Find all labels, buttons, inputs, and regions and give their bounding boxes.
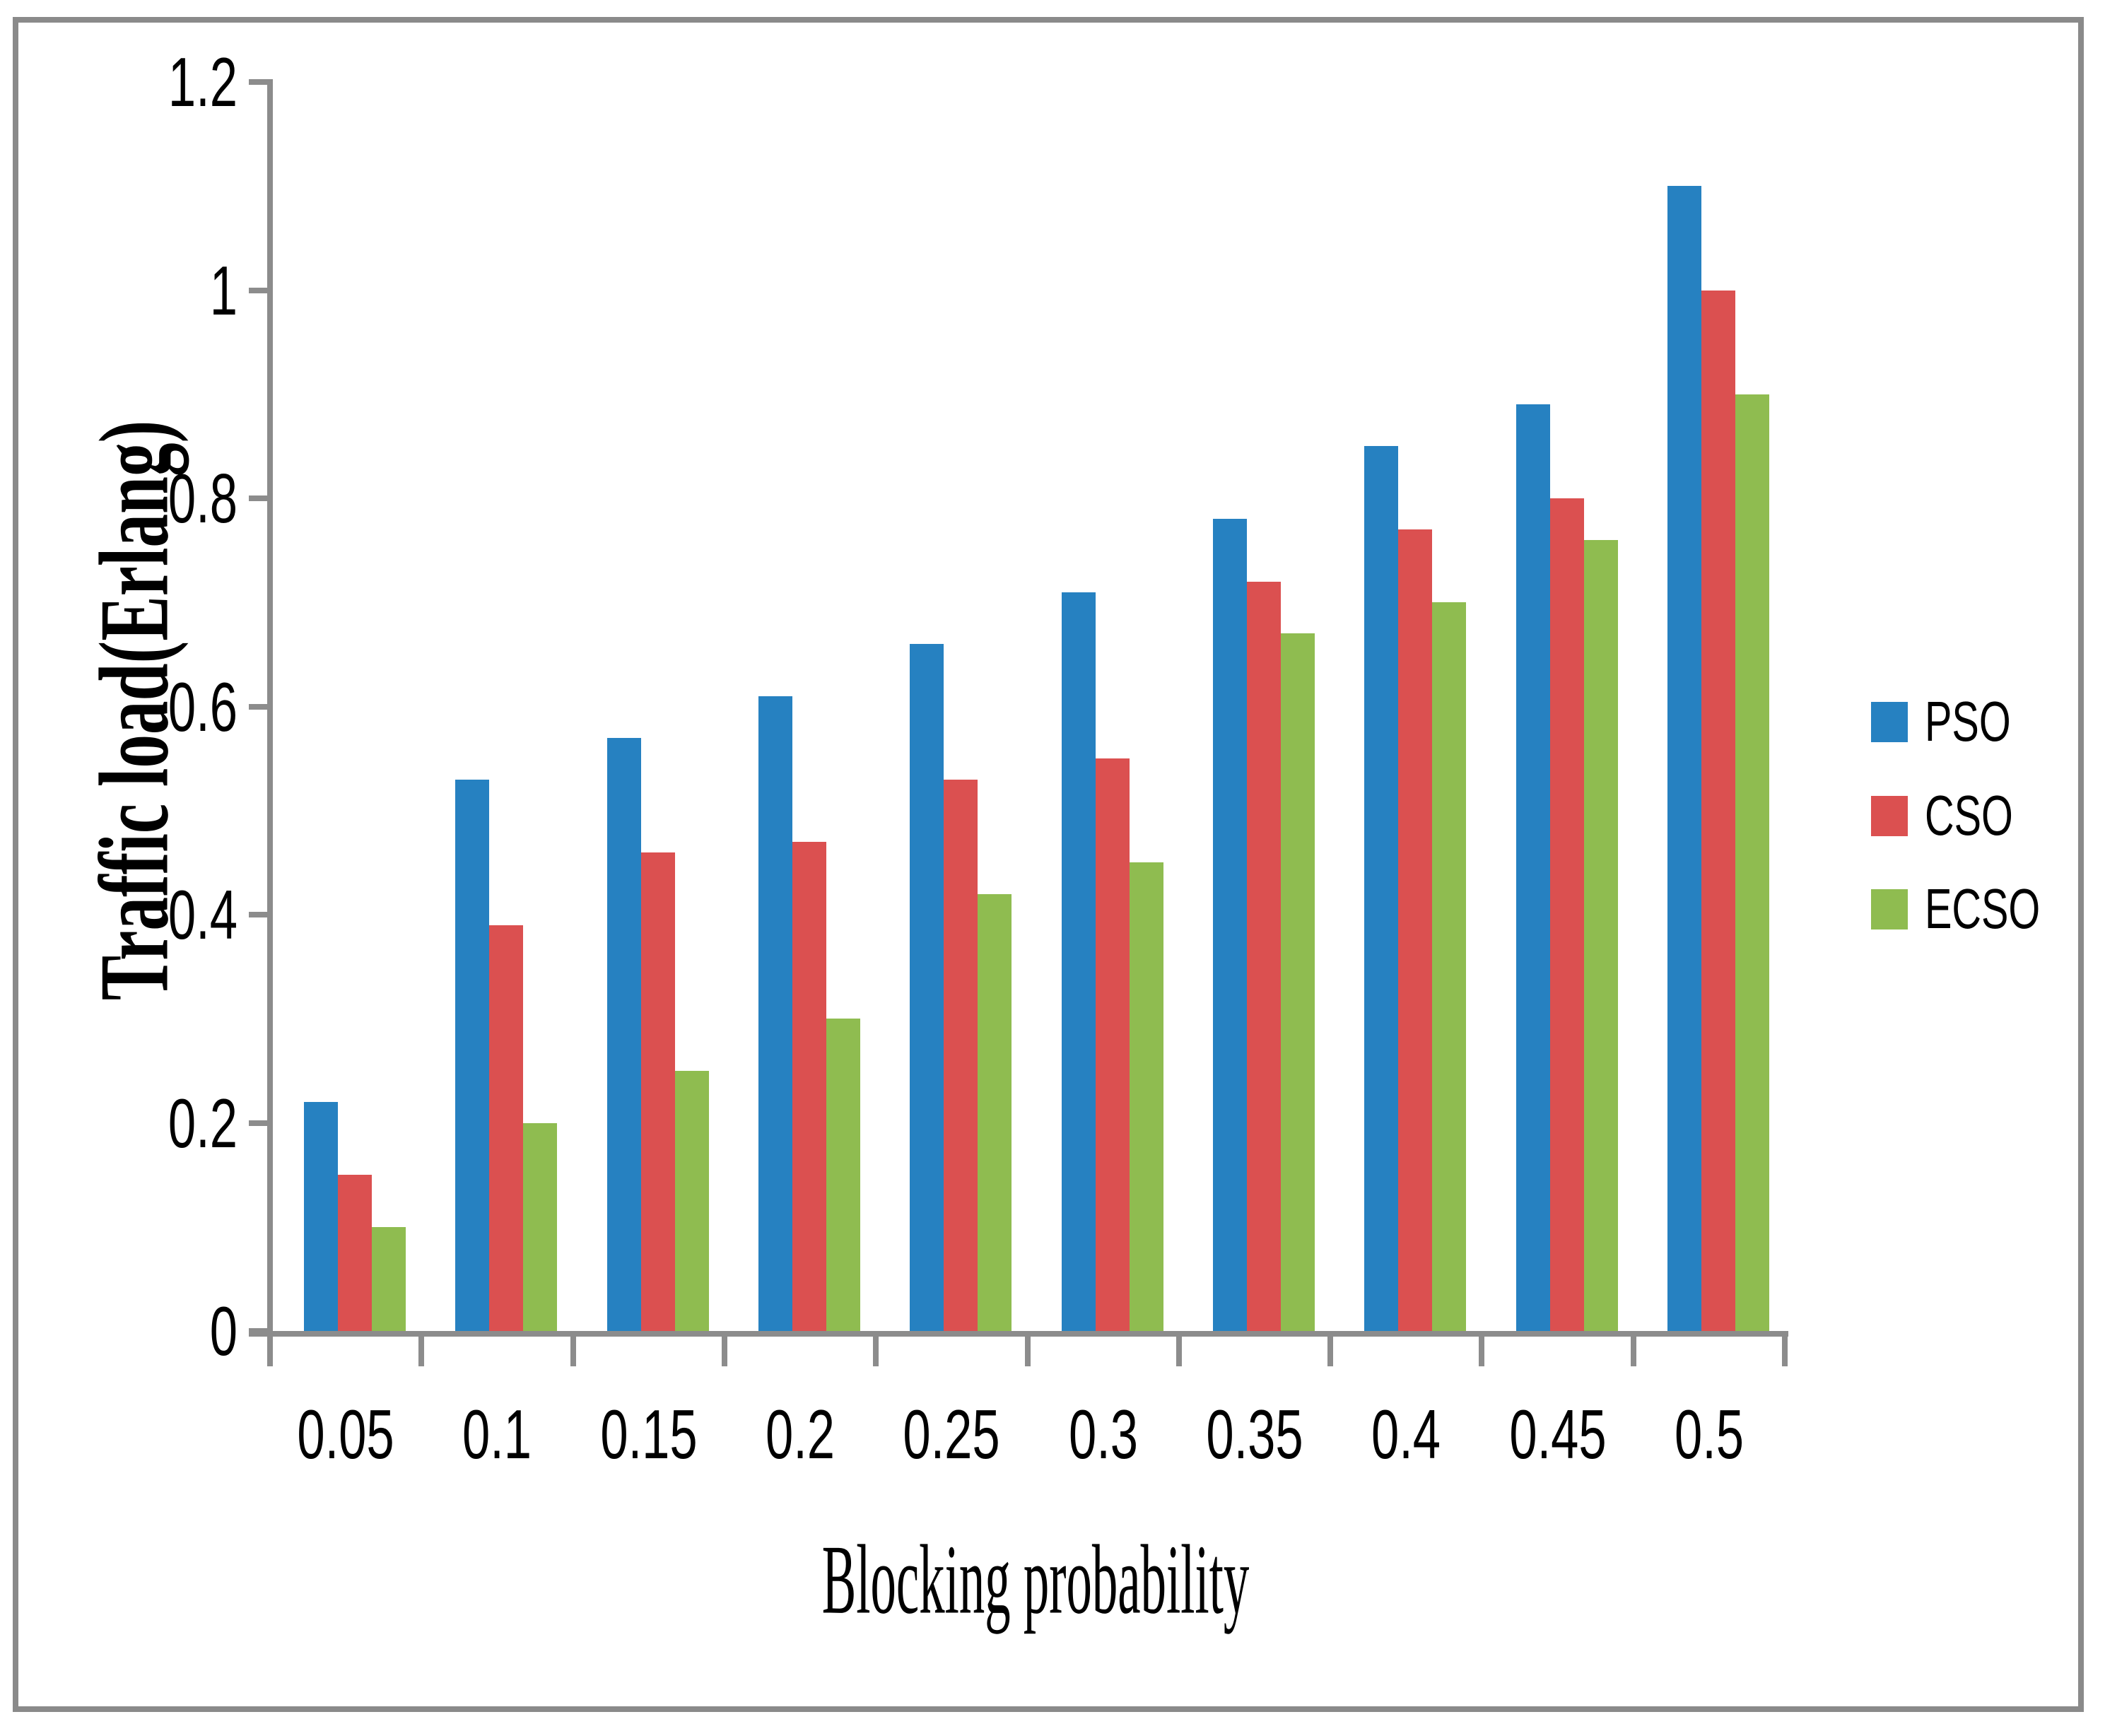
x-axis-tick (267, 1331, 273, 1366)
legend-label-pso: PSO (1925, 690, 2011, 753)
x-axis-tick (721, 1331, 727, 1366)
bar-pso-0.3 (1061, 592, 1096, 1331)
bar-ecso-0.45 (1583, 539, 1618, 1331)
x-tick-label: 0.5 (1674, 1395, 1744, 1473)
bar-ecso-0.5 (1735, 394, 1769, 1331)
bar-pso-0.25 (910, 644, 944, 1331)
y-tick-label: 0.6 (168, 667, 238, 746)
y-axis-tick (249, 1120, 273, 1126)
y-axis-tick (249, 79, 273, 85)
x-tick-label: 0.35 (1206, 1395, 1303, 1473)
bar-cso-0.45 (1549, 498, 1584, 1331)
x-tick-label: 0.15 (600, 1395, 698, 1473)
bar-ecso-0.25 (978, 893, 1012, 1331)
bar-cso-0.4 (1398, 529, 1433, 1331)
x-tick-label: 0.1 (462, 1395, 532, 1473)
x-axis-tick (1479, 1331, 1485, 1366)
y-tick-label: 1 (209, 251, 238, 329)
bar-cso-0.1 (489, 925, 524, 1331)
bar-cso-0.25 (944, 779, 978, 1331)
legend-label-cso: CSO (1925, 783, 2013, 847)
x-tick-label: 0.3 (1068, 1395, 1138, 1473)
bar-cso-0.3 (1095, 758, 1130, 1331)
x-axis-tick (1175, 1331, 1182, 1366)
x-tick-label: 0.05 (297, 1395, 394, 1473)
legend-swatch-pso (1871, 702, 1908, 742)
bar-cso-0.05 (338, 1175, 373, 1331)
x-axis-tick (1327, 1331, 1334, 1366)
x-tick-label: 0.25 (903, 1395, 1001, 1473)
bar-ecso-0.2 (826, 1019, 861, 1331)
bar-ecso-0.1 (523, 1122, 558, 1331)
x-axis-title: Blocking probability (821, 1525, 1250, 1635)
legend-swatch-cso (1871, 795, 1908, 836)
bar-pso-0.4 (1364, 446, 1399, 1331)
y-axis-tick (249, 1328, 273, 1334)
bar-pso-0.45 (1515, 404, 1550, 1331)
y-axis-tick (249, 912, 273, 917)
x-axis-tick (418, 1331, 425, 1366)
bar-pso-0.5 (1667, 186, 1701, 1331)
bar-ecso-0.3 (1129, 862, 1163, 1331)
y-tick-label: 0 (209, 1292, 238, 1370)
x-axis-tick (1782, 1331, 1788, 1366)
bar-cso-0.15 (640, 852, 675, 1331)
x-tick-label: 0.4 (1371, 1395, 1441, 1473)
y-axis-tick (249, 287, 273, 293)
bar-cso-0.2 (792, 841, 827, 1331)
y-axis-tick (249, 495, 273, 501)
x-axis-line (249, 1331, 1788, 1337)
x-tick-label: 0.45 (1508, 1395, 1607, 1473)
x-axis-tick (570, 1331, 576, 1366)
y-axis-line (267, 81, 273, 1366)
y-tick-label: 0.4 (168, 876, 238, 954)
y-tick-label: 1.2 (168, 43, 238, 121)
bar-cso-0.5 (1701, 290, 1735, 1331)
legend-label-ecso: ECSO (1925, 877, 2041, 940)
bar-ecso-0.4 (1432, 602, 1467, 1331)
bar-ecso-0.35 (1280, 633, 1315, 1331)
y-tick-label: 0.8 (168, 459, 238, 537)
x-axis-tick (1630, 1331, 1636, 1366)
x-axis-tick (873, 1331, 879, 1366)
y-axis-tick (249, 703, 273, 710)
bar-ecso-0.15 (674, 1070, 709, 1331)
bar-pso-0.15 (606, 737, 641, 1331)
bar-pso-0.05 (304, 1102, 339, 1331)
bar-pso-0.35 (1212, 519, 1247, 1331)
bar-pso-0.1 (455, 779, 490, 1331)
bar-ecso-0.05 (372, 1226, 406, 1331)
y-tick-label: 0.2 (168, 1084, 238, 1162)
legend-swatch-ecso (1871, 889, 1908, 929)
bar-cso-0.35 (1246, 581, 1281, 1331)
figure-border (13, 17, 2084, 1712)
x-axis-tick (1024, 1331, 1031, 1366)
x-tick-label: 0.2 (765, 1395, 835, 1473)
bar-pso-0.2 (758, 696, 793, 1331)
